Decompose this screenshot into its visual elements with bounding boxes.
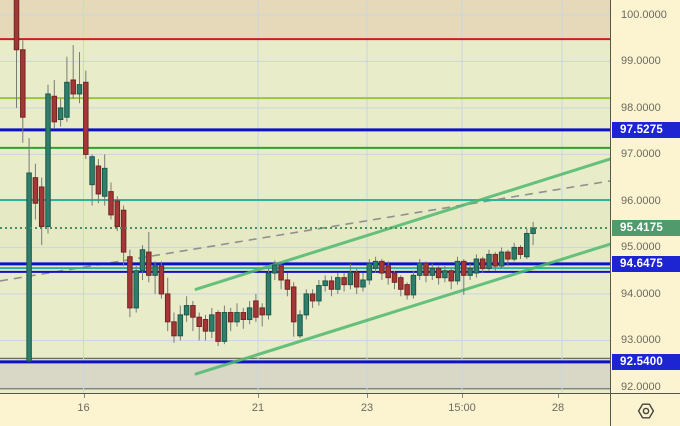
price-axis-label: 94.0000 (621, 287, 661, 300)
price-axis-badge-current-price: 95.4175 (612, 220, 680, 236)
price-axis-label: 99.0000 (621, 55, 661, 68)
axis-settings-button[interactable] (629, 399, 663, 422)
axis-corner (610, 393, 680, 426)
price-axis-label: 95.0000 (621, 241, 661, 254)
price-axis-label: 96.0000 (621, 194, 661, 207)
price-axis-label: 97.0000 (621, 148, 661, 161)
gear-icon (637, 403, 655, 418)
price-axis-label: 98.0000 (621, 101, 661, 114)
chart-plot-area[interactable] (0, 0, 610, 393)
time-axis[interactable]: 16 21 23 15:00 28 (0, 393, 610, 426)
time-axis-label: 21 (251, 402, 265, 414)
price-axis-label: 93.0000 (621, 334, 661, 347)
price-axis-label: 92.0000 (621, 380, 661, 393)
time-axis-tick (367, 394, 368, 398)
time-axis-label: 16 (77, 402, 90, 414)
time-axis-tick (558, 394, 559, 398)
time-axis-label: 15:00 (448, 402, 476, 414)
price-axis[interactable]: 100.0000 99.0000 98.0000 97.0000 96.0000 95.0… (610, 0, 680, 393)
time-axis-tick (462, 394, 463, 398)
price-axis-badge-level: 92.5400 (612, 353, 680, 370)
candlestick-chart[interactable] (0, 0, 610, 393)
price-axis-badge-level: 97.5275 (612, 121, 680, 138)
price-axis-label: 100.0000 (621, 8, 667, 21)
time-axis-label: 28 (551, 402, 565, 414)
price-axis-badge-level: 94.6475 (612, 255, 680, 272)
time-axis-label: 23 (360, 402, 374, 414)
time-axis-tick (258, 394, 259, 398)
time-axis-tick (83, 394, 85, 398)
